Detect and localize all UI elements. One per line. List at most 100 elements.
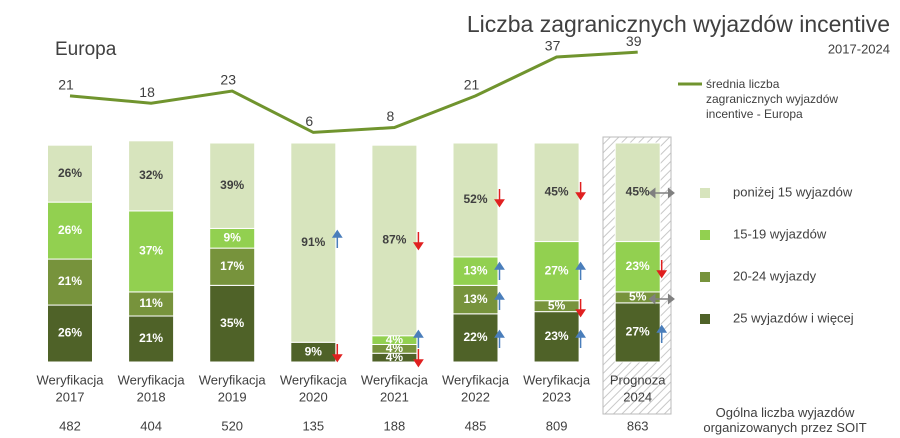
chart-subtitle: 2017-2024 xyxy=(828,41,890,56)
data-label: 22% xyxy=(463,330,487,344)
bar-segment xyxy=(47,144,93,203)
x-tick-label: 2024 xyxy=(623,389,652,404)
trend-arrow xyxy=(331,344,343,363)
line-label: 6 xyxy=(305,113,313,129)
data-label: 13% xyxy=(463,292,487,306)
line-label: 18 xyxy=(139,84,155,100)
data-label: 39% xyxy=(220,178,244,192)
legend-swatch xyxy=(700,272,710,282)
legend-swatch xyxy=(700,314,710,324)
totals-label: Ogólna liczba wyjazdów organizowanych pr… xyxy=(703,405,867,435)
bar-segment xyxy=(533,241,580,302)
trend-arrow xyxy=(494,291,505,310)
total-label: 404 xyxy=(140,418,162,433)
line-label: 21 xyxy=(58,77,74,93)
data-label: 27% xyxy=(626,325,650,339)
data-label: 27% xyxy=(545,263,569,277)
trend-arrow xyxy=(648,293,675,305)
bar-segment xyxy=(290,142,337,343)
x-tick-label: 2021 xyxy=(380,389,409,404)
bar-segment xyxy=(452,313,499,363)
x-tick-label: 2017 xyxy=(56,389,85,404)
data-label: 9% xyxy=(224,230,242,244)
legend-swatch xyxy=(700,188,710,198)
trend-arrow xyxy=(412,232,424,251)
trend-arrow xyxy=(494,261,505,280)
x-tick-label: Weryfikacja xyxy=(37,372,105,387)
x-tick-label: 2022 xyxy=(461,389,490,404)
legend-label: 25 wyjazdów i więcej xyxy=(733,310,854,325)
total-label: 482 xyxy=(59,418,81,433)
bar-segment xyxy=(128,291,175,317)
bar-segment xyxy=(371,144,418,337)
chart-title: Liczba zagranicznych wyjazdów incentive xyxy=(467,11,890,37)
bar-segment xyxy=(452,284,499,315)
line-label: 39 xyxy=(626,33,642,49)
total-label: 135 xyxy=(302,418,324,433)
data-label: 32% xyxy=(139,168,163,182)
trend-arrow xyxy=(656,324,668,343)
bar-segment xyxy=(209,284,256,363)
legend-label: poniżej 15 wyjazdów xyxy=(733,184,853,199)
trend-arrow xyxy=(494,189,505,208)
data-label: 52% xyxy=(463,192,487,206)
x-tick-label: Weryfikacja xyxy=(523,372,591,387)
total-label: 188 xyxy=(384,418,406,433)
bar-segment xyxy=(128,315,175,363)
bar-segment xyxy=(533,311,580,363)
data-label: 5% xyxy=(629,290,647,304)
bar-segment xyxy=(128,140,175,212)
x-tick-label: Weryfikacja xyxy=(442,372,510,387)
data-label: 45% xyxy=(545,184,569,198)
trend-arrow xyxy=(412,349,424,368)
data-label: 87% xyxy=(382,233,406,247)
region-label: Europa xyxy=(55,39,117,60)
data-label: 21% xyxy=(58,274,82,288)
bar-segment xyxy=(614,302,661,363)
x-tick-label: 2020 xyxy=(299,389,328,404)
trend-arrow xyxy=(575,182,587,201)
x-tick-label: Weryfikacja xyxy=(280,372,348,387)
x-tick-label: 2018 xyxy=(137,389,166,404)
x-tick-label: Weryfikacja xyxy=(118,372,186,387)
data-label: 91% xyxy=(301,235,325,249)
data-label: 45% xyxy=(626,184,650,198)
data-label: 11% xyxy=(139,296,163,310)
legend-label: 15-19 wyjazdów xyxy=(733,226,827,241)
data-label: 26% xyxy=(58,223,82,237)
x-tick-label: Weryfikacja xyxy=(199,372,267,387)
data-label: 21% xyxy=(139,331,163,345)
data-label: 9% xyxy=(305,344,323,358)
data-label: 26% xyxy=(58,326,82,340)
bar-segment xyxy=(209,142,256,229)
total-label: 809 xyxy=(546,418,568,433)
line-label: 8 xyxy=(387,108,395,124)
trend-arrow xyxy=(575,329,587,348)
x-tick-label: 2019 xyxy=(218,389,247,404)
data-label: 37% xyxy=(139,244,163,258)
legend-swatch xyxy=(700,230,710,240)
line-label: 23 xyxy=(220,72,236,88)
trend-arrow xyxy=(656,260,668,279)
bar-segment xyxy=(47,201,93,260)
x-tick-label: 2023 xyxy=(542,389,571,404)
total-label: 520 xyxy=(221,418,243,433)
line-series xyxy=(69,50,638,134)
trend-arrow xyxy=(494,329,505,348)
total-label: 485 xyxy=(465,418,487,433)
total-label: 863 xyxy=(627,418,649,433)
bar-segment xyxy=(614,241,661,293)
line-legend-text: średnia liczba zagranicznych wyjazdów in… xyxy=(706,77,839,121)
bar-segment xyxy=(209,247,256,286)
data-label: 17% xyxy=(220,259,244,273)
line-label: 37 xyxy=(545,38,561,54)
data-label: 23% xyxy=(545,329,569,343)
bar-segment xyxy=(128,210,175,293)
data-label: 23% xyxy=(626,259,650,273)
bar-segment xyxy=(452,256,499,286)
bar-segment xyxy=(452,142,499,258)
bar-segment xyxy=(47,304,93,363)
trend-arrow xyxy=(575,261,587,280)
